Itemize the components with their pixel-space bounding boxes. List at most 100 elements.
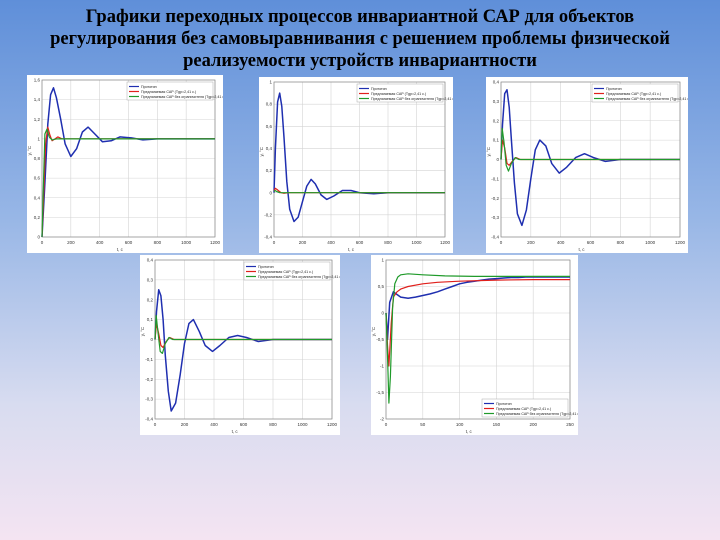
y-tick-label: 0,3 — [147, 277, 154, 282]
y-tick-label: -1,5 — [376, 390, 384, 395]
y-tick-label: -0,3 — [145, 397, 153, 402]
x-tick-label: 200 — [67, 240, 75, 245]
x-tick-label: 1000 — [411, 240, 422, 245]
x-axis-label: t, c — [579, 247, 586, 252]
y-tick-label: 0,1 — [493, 138, 500, 143]
x-tick-label: 400 — [557, 240, 565, 245]
y-tick-label: -0,4 — [491, 235, 499, 240]
y-axis-label: y, °C — [259, 146, 264, 156]
y-tick-label: -1 — [380, 364, 384, 369]
x-tick-label: 100 — [456, 422, 464, 427]
legend-entry: Предлагаемая САР (Тgр=2,41 с.) — [606, 92, 661, 96]
series-line-green — [273, 189, 445, 194]
y-tick-label: -0,3 — [491, 215, 499, 220]
x-axis-label: t, c — [232, 429, 239, 434]
x-tick-label: 400 — [210, 422, 218, 427]
y-axis-label: y, °C — [371, 326, 376, 336]
chart-2: 0 200 400 600 800 1000 1200 -0,4 -0,2 0 0,2 0,4 0,6 0… — [259, 77, 456, 253]
y-axis-label: y, °C — [486, 146, 491, 156]
y-tick-label: 0,2 — [266, 168, 273, 173]
y-tick-label: 0,4 — [493, 80, 500, 85]
y-tick-label: -0,1 — [145, 357, 153, 362]
y-tick-label: -0,2 — [264, 212, 272, 217]
legend-entry: Предлагаемая САР без ограничителя (Тgр=2… — [141, 95, 223, 99]
y-tick-label: 1,2 — [34, 117, 41, 122]
y-tick-label: 1 — [269, 80, 272, 85]
x-tick-label: 800 — [617, 240, 625, 245]
y-axis-label: y, °C — [140, 326, 145, 336]
title-line-3: реализуемости устройств инвариантности — [183, 51, 537, 71]
y-tick-label: 0,6 — [34, 176, 41, 181]
x-tick-label: 1000 — [181, 240, 192, 245]
y-tick-label: 0,2 — [147, 297, 154, 302]
x-tick-label: 600 — [587, 240, 595, 245]
x-tick-label: 800 — [269, 422, 277, 427]
y-tick-label: 0,8 — [266, 102, 273, 107]
y-tick-label: 0 — [496, 157, 499, 162]
y-tick-label: -0,2 — [491, 196, 499, 201]
x-tick-label: 0 — [41, 240, 44, 245]
legend-entry: Предлагаемая САР без ограничителя (Тgр=2… — [606, 97, 688, 101]
x-tick-label: 1200 — [440, 240, 451, 245]
y-tick-label: 0,1 — [147, 317, 154, 322]
x-tick-label: 1000 — [297, 422, 308, 427]
y-tick-label: -0,5 — [376, 337, 384, 342]
y-tick-label: 1 — [381, 258, 384, 263]
series-line-green — [500, 127, 680, 172]
x-axis-label: t, c — [117, 247, 124, 252]
x-tick-label: 200 — [299, 240, 307, 245]
legend-entry: Предлагаемая САР без ограничителя (Тgр=2… — [371, 97, 453, 101]
legend-entry: Прототип — [371, 87, 387, 91]
x-tick-label: 1200 — [675, 240, 686, 245]
x-axis-label: t, c — [466, 429, 473, 434]
legend-box — [591, 83, 679, 103]
x-tick-label: 0 — [500, 240, 503, 245]
y-tick-label: 0 — [381, 311, 384, 316]
x-tick-label: 800 — [384, 240, 392, 245]
plot-frame — [41, 79, 216, 238]
x-tick-label: 1200 — [210, 240, 221, 245]
y-tick-label: -0,1 — [491, 176, 499, 181]
y-tick-label: -0,4 — [145, 417, 153, 422]
legend-entry: Предлагаемая САР (Тgр=2,41 с.) — [371, 92, 426, 96]
legend-entry: Предлагаемая САР (Тgр=2,41 с.) — [496, 407, 551, 411]
x-tick-label: 0 — [273, 240, 276, 245]
plot-frame — [385, 259, 571, 420]
legend-entry: Прототип — [496, 402, 512, 406]
plot-frame — [273, 81, 446, 238]
series-line-green — [41, 128, 215, 238]
x-tick-label: 1200 — [327, 422, 338, 427]
y-tick-label: -0,4 — [264, 235, 272, 240]
x-tick-label: 250 — [566, 422, 574, 427]
y-tick-label: 0,4 — [147, 258, 154, 263]
y-tick-label: 0,2 — [34, 215, 41, 220]
y-tick-label: 1 — [37, 136, 40, 141]
y-tick-label: 1,6 — [34, 78, 41, 83]
y-tick-label: -0,2 — [145, 377, 153, 382]
x-tick-label: 1000 — [645, 240, 656, 245]
legend-box — [356, 83, 444, 103]
legend-entry: Предлагаемая САР без ограничителя (Тgр=2… — [258, 275, 340, 279]
y-tick-label: 0,3 — [493, 99, 500, 104]
slide-title: Графики переходных процессов инвариантно… — [0, 6, 720, 72]
y-tick-label: 0,8 — [34, 156, 41, 161]
y-tick-label: 0,5 — [378, 284, 385, 289]
legend-entry: Прототип — [606, 87, 622, 91]
series-line-green — [154, 314, 332, 355]
y-tick-label: 1,4 — [34, 97, 41, 102]
y-axis-label: y, °C — [27, 145, 32, 155]
y-tick-label: 0,2 — [493, 118, 500, 123]
series-line-green — [385, 273, 570, 404]
chart-3: 0 200 400 600 800 1000 1200 -0,4 -0,3 -0,2 -0,1 0 0,… — [486, 77, 691, 253]
y-tick-label: 0 — [150, 337, 153, 342]
legend-entry: Прототип — [258, 265, 274, 269]
legend-entry: Предлагаемая САР (Тgр=2,41 с.) — [258, 270, 313, 274]
x-tick-label: 800 — [154, 240, 162, 245]
title-line-1: Графики переходных процессов инвариантно… — [85, 7, 635, 27]
x-axis-label: t, c — [348, 247, 355, 252]
x-tick-label: 400 — [327, 240, 335, 245]
chart-1: 0 200 400 600 800 1000 1200 0 0,2 0,4 0,6 0,8 1 1,2 1,… — [27, 75, 226, 253]
legend-box — [243, 261, 331, 281]
x-tick-label: 50 — [420, 422, 426, 427]
legend-entry: Предлагаемая САР без ограничителя (Тgр=2… — [496, 412, 578, 416]
